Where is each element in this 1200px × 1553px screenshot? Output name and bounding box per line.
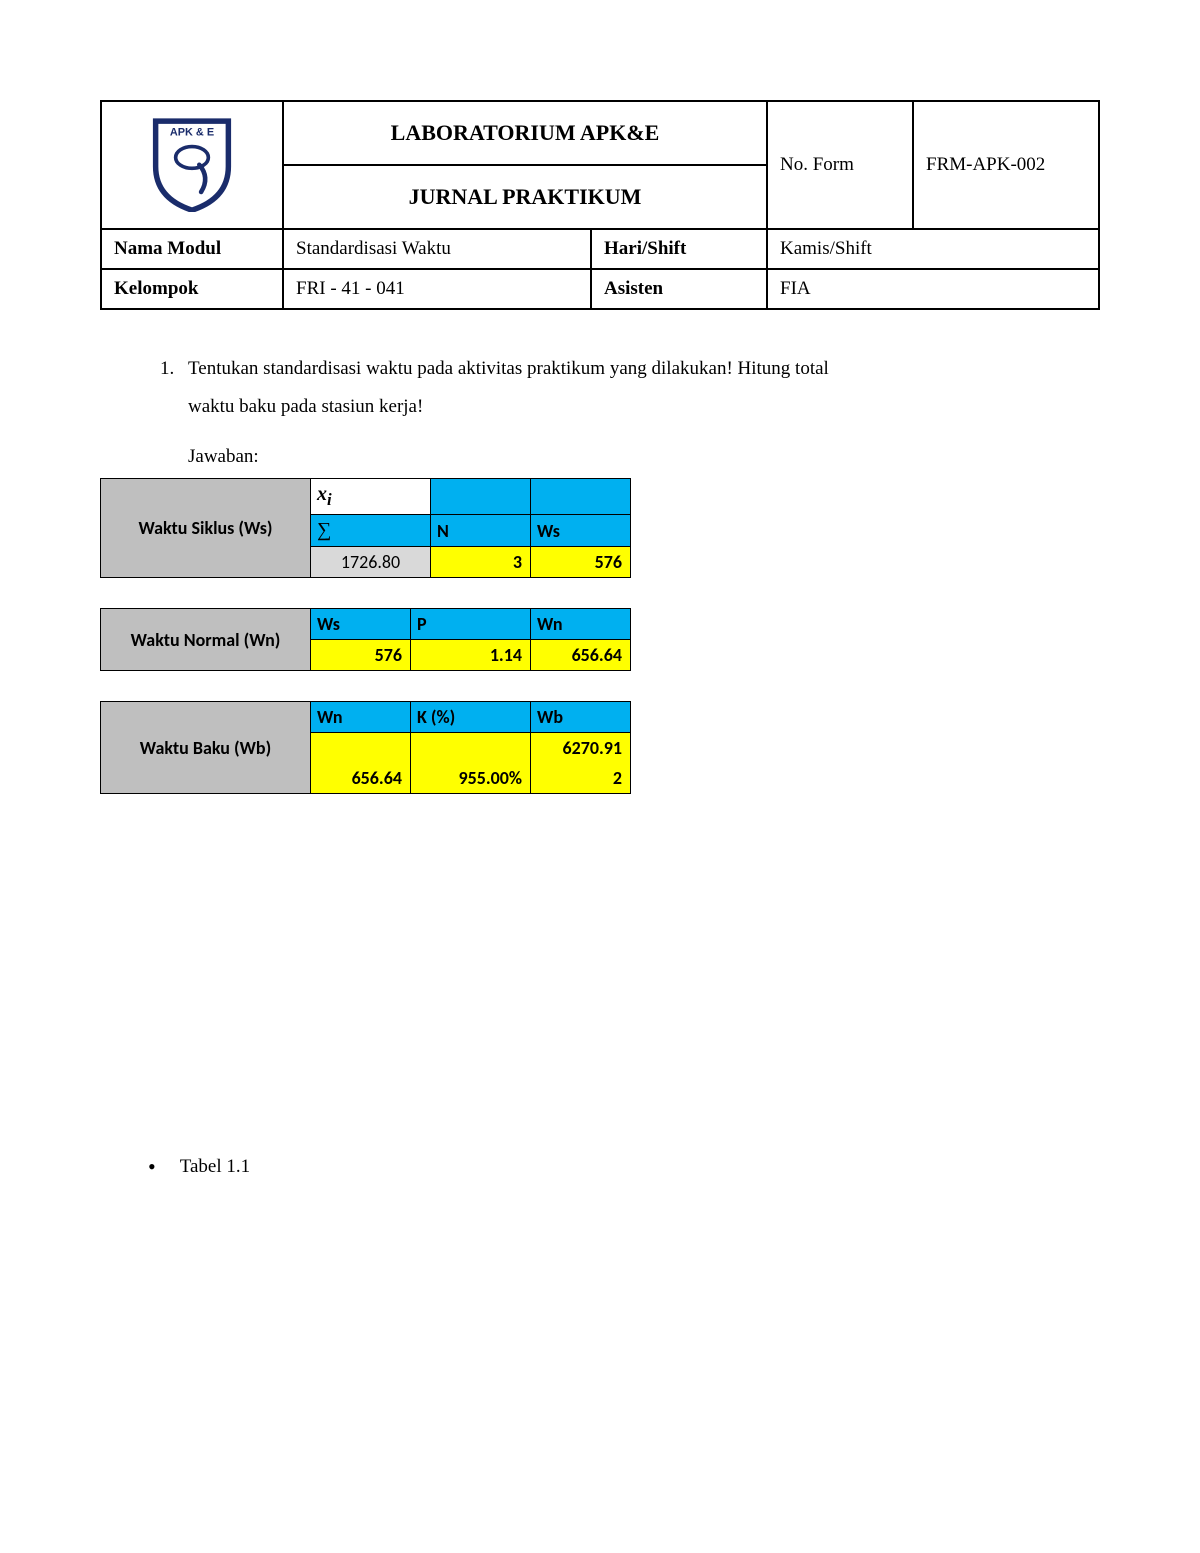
ws-n-header: N [431,515,531,547]
wb-h2: K (%) [411,702,531,733]
ws-label: Waktu Siklus (Ws) [101,479,311,578]
jawaban-label: Jawaban: [188,446,1100,468]
wn-h2: P [411,609,531,640]
wb-h3: Wb [531,702,631,733]
waktu-baku-table: Waktu Baku (Wb) Wn K (%) Wb 656.64 955.0… [100,701,631,794]
ws-sigma: ∑ [311,515,431,547]
apk-e-logo-icon: APK & E [142,112,242,212]
wn-label: Waktu Normal (Wn) [101,609,311,671]
question-block: 1. Tentukan standardisasi waktu pada akt… [160,350,1060,426]
wn-v1: 576 [311,640,411,671]
waktu-siklus-table: Waktu Siklus (Ws) xi ∑ N Ws 1726.80 3 57… [100,478,631,578]
ws-sum-value: 1726.80 [311,547,431,578]
page-container: APK & E LABORATORIUM APK&E No. Form FRM-… [0,0,1200,1280]
svg-text:APK & E: APK & E [170,127,214,139]
kelompok-value: FRI - 41 - 041 [283,269,591,309]
asisten-label: Asisten [591,269,767,309]
nama-modul-label: Nama Modul [101,229,283,269]
asisten-value: FIA [767,269,1099,309]
question-text: Tentukan standardisasi waktu pada aktivi… [188,350,829,426]
wb-h1: Wn [311,702,411,733]
bullet-text: Tabel 1.1 [180,1156,250,1178]
wn-v3: 656.64 [531,640,631,671]
wb-v2: 955.00% [411,733,531,794]
kelompok-label: Kelompok [101,269,283,309]
bullet-dot-icon: • [148,1154,156,1180]
ws-ws-header: Ws [531,515,631,547]
wb-label: Waktu Baku (Wb) [101,702,311,794]
ws-blank1 [431,479,531,515]
logo-cell: APK & E [101,101,283,229]
no-form-value: FRM-APK-002 [913,101,1099,229]
wn-h1: Ws [311,609,411,640]
bullet-item: • Tabel 1.1 [148,1154,1100,1180]
hari-shift-label: Hari/Shift [591,229,767,269]
no-form-label: No. Form [767,101,913,229]
question-number: 1. [160,350,188,426]
wb-v3b: 2 [531,763,631,794]
wn-h3: Wn [531,609,631,640]
ws-xi-header: xi [311,479,431,515]
wb-v1: 656.64 [311,733,411,794]
hari-shift-value: Kamis/Shift [767,229,1099,269]
wn-v2: 1.14 [411,640,531,671]
title-jurnal: JURNAL PRAKTIKUM [283,165,767,229]
header-form-table: APK & E LABORATORIUM APK&E No. Form FRM-… [100,100,1100,310]
ws-blank2 [531,479,631,515]
nama-modul-value: Standardisasi Waktu [283,229,591,269]
waktu-normal-table: Waktu Normal (Wn) Ws P Wn 576 1.14 656.6… [100,608,631,671]
ws-ws-value: 576 [531,547,631,578]
question-line2: waktu baku pada stasiun kerja! [188,396,423,417]
ws-n-value: 3 [431,547,531,578]
wb-v3a: 6270.91 [531,733,631,764]
title-laboratorium: LABORATORIUM APK&E [283,101,767,165]
question-line1: Tentukan standardisasi waktu pada aktivi… [188,358,829,379]
